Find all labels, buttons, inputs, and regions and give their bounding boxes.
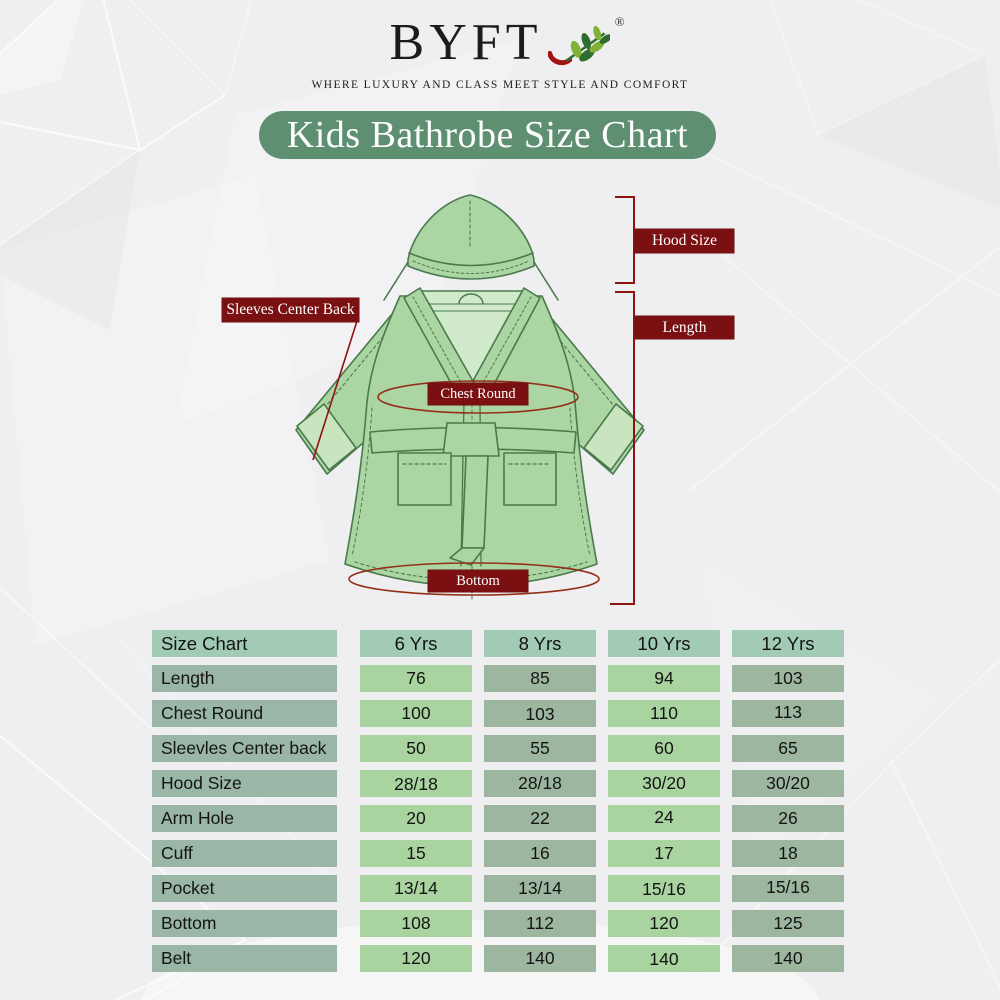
table-value-cell: 55 — [484, 735, 596, 762]
table-row: Sleevles Center back 50 55 60 65 — [152, 735, 844, 762]
table-value-cell: 13/14 — [484, 875, 596, 902]
brand-logo-text: BYFT — [389, 14, 543, 71]
table-value-cell: 140 — [484, 945, 596, 972]
table-value-cell: 113 — [732, 700, 844, 727]
table-value-cell: 100 — [360, 700, 472, 727]
page-title: Kids Bathrobe Size Chart — [286, 114, 689, 156]
table-value-cell: 28/18 — [484, 770, 596, 797]
table-header-row: Size Chart 6 Yrs 8 Yrs 10 Yrs 12 Yrs — [152, 630, 844, 657]
table-value-cell: 60 — [608, 735, 720, 762]
brand-tagline: WHERE LUXURY AND CLASS MEET STYLE AND CO… — [311, 79, 689, 91]
table-value-cell: 28/18 — [360, 770, 472, 797]
label-chest-round: Chest Round — [428, 383, 528, 405]
table-label-cell: Belt — [152, 945, 337, 972]
registered-trademark: ® — [614, 14, 625, 29]
title-banner: Kids Bathrobe Size Chart — [259, 111, 716, 159]
table-label-cell: Sleevles Center back — [152, 735, 337, 762]
sleeves-measure-line — [312, 320, 358, 461]
table-row: Pocket 13/14 13/14 15/16 15/16 — [152, 875, 844, 902]
table-row: Chest Round 100 103 110 113 — [152, 700, 844, 727]
table-value-cell: 112 — [484, 910, 596, 937]
table-value-cell: 26 — [732, 805, 844, 832]
table-label-cell: Chest Round — [152, 700, 337, 727]
table-value-cell: 94 — [608, 665, 720, 692]
table-value-cell: 17 — [608, 840, 720, 867]
table-header-cell: 12 Yrs — [732, 630, 844, 657]
label-bottom: Bottom — [428, 570, 528, 592]
table-value-cell: 30/20 — [608, 770, 720, 797]
table-header-cell: 6 Yrs — [360, 630, 472, 657]
table-value-cell: 85 — [484, 665, 596, 692]
table-row: Hood Size 28/18 28/18 30/20 30/20 — [152, 770, 844, 797]
table-label-cell: Arm Hole — [152, 805, 337, 832]
table-value-cell: 140 — [732, 945, 844, 972]
table-value-cell: 120 — [608, 910, 720, 937]
table-label-cell: Cuff — [152, 840, 337, 867]
table-value-cell: 15/16 — [732, 875, 844, 902]
label-sleeves-center-back: Sleeves Center Back — [222, 298, 359, 322]
table-row: Length 76 85 94 103 — [152, 665, 844, 692]
leaf-branch-icon: ® — [547, 14, 624, 75]
table-value-cell: 15 — [360, 840, 472, 867]
brand-header: BYFT ® WHERE LUXURY AND C — [0, 14, 1000, 91]
table-value-cell: 76 — [360, 665, 472, 692]
table-value-cell: 50 — [360, 735, 472, 762]
table-header-cell: Size Chart — [152, 630, 337, 657]
table-value-cell: 65 — [732, 735, 844, 762]
table-value-cell: 110 — [608, 700, 720, 727]
label-hood-size: Hood Size — [635, 229, 734, 253]
table-row: Bottom 108 112 120 125 — [152, 910, 844, 937]
table-value-cell: 24 — [608, 805, 720, 832]
table-value-cell: 125 — [732, 910, 844, 937]
table-value-cell: 13/14 — [360, 875, 472, 902]
table-label-cell: Length — [152, 665, 337, 692]
table-row: Arm Hole 20 22 24 26 — [152, 805, 844, 832]
table-label-cell: Pocket — [152, 875, 337, 902]
label-length: Length — [635, 316, 734, 339]
table-value-cell: 103 — [732, 665, 844, 692]
table-value-cell: 20 — [360, 805, 472, 832]
table-value-cell: 16 — [484, 840, 596, 867]
table-value-cell: 140 — [608, 945, 720, 972]
table-row: Belt 120 140 140 140 — [152, 945, 844, 972]
table-header-cell: 8 Yrs — [484, 630, 596, 657]
table-header-cell: 10 Yrs — [608, 630, 720, 657]
hood-size-bracket — [615, 196, 635, 284]
size-table: Size Chart 6 Yrs 8 Yrs 10 Yrs 12 Yrs Length 76… — [152, 630, 844, 980]
table-value-cell: 30/20 — [732, 770, 844, 797]
table-value-cell: 22 — [484, 805, 596, 832]
table-value-cell: 18 — [732, 840, 844, 867]
chest-round-ellipse — [377, 380, 579, 414]
table-value-cell: 15/16 — [608, 875, 720, 902]
length-bracket — [610, 291, 635, 605]
table-value-cell: 108 — [360, 910, 472, 937]
table-label-cell: Hood Size — [152, 770, 337, 797]
table-value-cell: 120 — [360, 945, 472, 972]
table-label-cell: Bottom — [152, 910, 337, 937]
table-row: Cuff 15 16 17 18 — [152, 840, 844, 867]
table-value-cell: 103 — [484, 700, 596, 727]
bottom-ellipse — [348, 562, 600, 596]
